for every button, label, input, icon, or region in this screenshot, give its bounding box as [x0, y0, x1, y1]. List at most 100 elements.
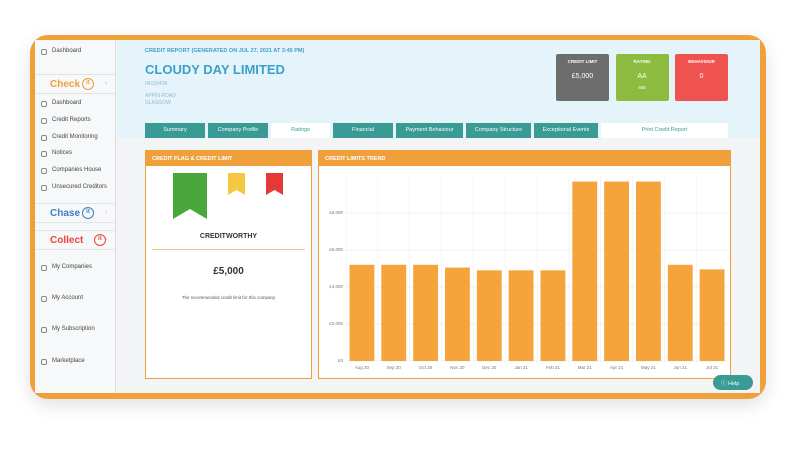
summary-value: 0 [699, 73, 704, 80]
nav-item[interactable]: Credit Monitoring [35, 133, 115, 143]
bar [349, 264, 375, 361]
report-subtitle: CREDIT REPORT (GENERATED ON JUL 27, 2021… [145, 48, 305, 54]
x-tick-label: Oct 20 [419, 365, 433, 370]
summary-card: CREDIT LIMIT £5,000 [556, 54, 609, 101]
x-tick-label: May 21 [641, 365, 656, 370]
divider [152, 249, 305, 250]
bar [413, 264, 438, 361]
brand-link[interactable]: Chase it › [35, 203, 115, 223]
bar [667, 264, 693, 361]
red-flag [266, 173, 283, 195]
help-label[interactable]: Help [728, 381, 740, 387]
tab[interactable]: Payment Behaviour [396, 123, 463, 138]
bar [604, 181, 629, 361]
address-line: APPIN ROAD [145, 93, 176, 99]
nav-item[interactable]: Unsecured Creditors [35, 183, 115, 193]
y-tick-label: £6,000 [329, 247, 343, 252]
bar [572, 181, 598, 361]
tab[interactable]: Ratings [271, 123, 330, 138]
summary-card: BEHAVIOUR 0 [675, 54, 728, 101]
help-button[interactable]: ⓘ Help [713, 375, 753, 390]
x-tick-label: Feb 21 [546, 365, 561, 370]
green-flag [173, 173, 207, 219]
bar [476, 270, 502, 361]
nav-label[interactable]: Marketplace [52, 358, 85, 364]
company-name: CLOUDY DAY LIMITED [145, 62, 285, 77]
chart: £0 £2,000 £4,000 £6,000 £8,000 Aug 20 Sep 20 Oc… [329, 176, 728, 370]
chevron: › [105, 209, 108, 216]
nav-item[interactable]: Marketplace [35, 357, 115, 367]
nav-label[interactable]: Companies House [52, 167, 102, 173]
nav-icon [41, 101, 47, 107]
print-link[interactable]: Print Credit Report [601, 123, 728, 138]
x-tick-label: Aug 20 [355, 365, 370, 370]
nav-icon [41, 327, 47, 333]
tab[interactable]: Exceptional Events [534, 123, 598, 138]
bar [540, 270, 566, 361]
company-number: 04150438 [145, 81, 168, 87]
nav-icon [41, 135, 47, 141]
nav-label[interactable]: Notices [52, 150, 73, 156]
brand-name: Collect [50, 235, 84, 246]
nav-icon [41, 118, 47, 124]
nav-label[interactable]: Credit Monitoring [52, 134, 98, 140]
app: Dashboard Check it › Dashboard Credit Reports… [35, 40, 760, 393]
nav-icon [41, 296, 47, 302]
nav-label[interactable]: My Account [52, 295, 84, 301]
nav-label[interactable]: Dashboard [52, 48, 82, 54]
brand-link[interactable]: Collect it › [35, 230, 115, 250]
tabs: Summary Company Profile Ratings Financial Pa… [35, 40, 760, 140]
brand-name: Chase [50, 208, 81, 219]
card-header: CREDIT LIMITS TREND [319, 151, 730, 166]
bar [699, 269, 725, 361]
tab[interactable]: Financial [333, 123, 393, 138]
nav-label[interactable]: My Subscription [52, 326, 95, 332]
nav-item[interactable]: My Companies [35, 263, 115, 273]
nav-item[interactable]: Dashboard [35, 47, 115, 57]
credit-note: The recommended credit limit for this co… [181, 295, 276, 300]
tab[interactable]: Company Structure [466, 123, 531, 138]
summary-title: CREDIT LIMIT [567, 59, 598, 64]
summary-title: RATING [633, 59, 651, 64]
tab[interactable]: Company Profile [208, 123, 268, 138]
nav-icon [41, 265, 47, 271]
nav-label[interactable]: Unsecured Creditors [52, 184, 108, 190]
x-tick-label: Jan 21 [514, 365, 528, 370]
nav-item[interactable]: Notices [35, 149, 115, 159]
nav-label[interactable]: Credit Reports [52, 117, 91, 123]
nav-icon [41, 185, 47, 191]
x-tick-label: Sep 20 [387, 365, 402, 370]
y-tick-label: £2,000 [329, 321, 343, 326]
flags [173, 173, 283, 219]
credit-flag-card: CREDIT FLAG & CREDIT LIMIT CREDITWORTHY … [145, 150, 312, 379]
nav-item[interactable]: My Account [35, 294, 115, 304]
x-tick-label: Jun 21 [673, 365, 687, 370]
nav-item[interactable]: Companies House [35, 166, 115, 176]
nav-label[interactable]: Dashboard [52, 100, 82, 106]
brand-badge: it [82, 78, 94, 90]
nav-label[interactable]: My Companies [52, 264, 93, 270]
credit-limit: £5,000 [213, 266, 244, 277]
bar [508, 270, 534, 361]
summary-card: RATING AA 485 [615, 54, 669, 101]
brand-badge: it [82, 207, 94, 219]
nav-item[interactable]: Dashboard [35, 99, 115, 109]
bar [381, 264, 407, 361]
summary-cards: CREDIT LIMIT £5,000 RATING AA 485 BEHAVIOUR 0 [35, 40, 760, 140]
chart-card: CREDIT LIMITS TREND £0 £2,000 £4,000 £6,000… [318, 150, 731, 379]
x-tick-label: Jul 21 [706, 365, 719, 370]
summary-value: AA [637, 73, 647, 80]
address-line: GLASGOW [145, 100, 171, 106]
sidebar: Dashboard Check it › Dashboard Credit Reports… [35, 40, 116, 393]
nav-item[interactable]: Credit Reports [35, 116, 115, 126]
yellow-flag [228, 173, 245, 195]
chevron: › [105, 80, 108, 87]
card-header: CREDIT FLAG & CREDIT LIMIT [146, 151, 311, 166]
bar [445, 267, 470, 361]
nav-icon [41, 168, 47, 174]
nav-item[interactable]: My Subscription [35, 325, 115, 335]
tab[interactable]: Summary [145, 123, 205, 138]
brand-link[interactable]: Check it › [35, 74, 115, 94]
y-tick-label: £4,000 [329, 284, 343, 289]
